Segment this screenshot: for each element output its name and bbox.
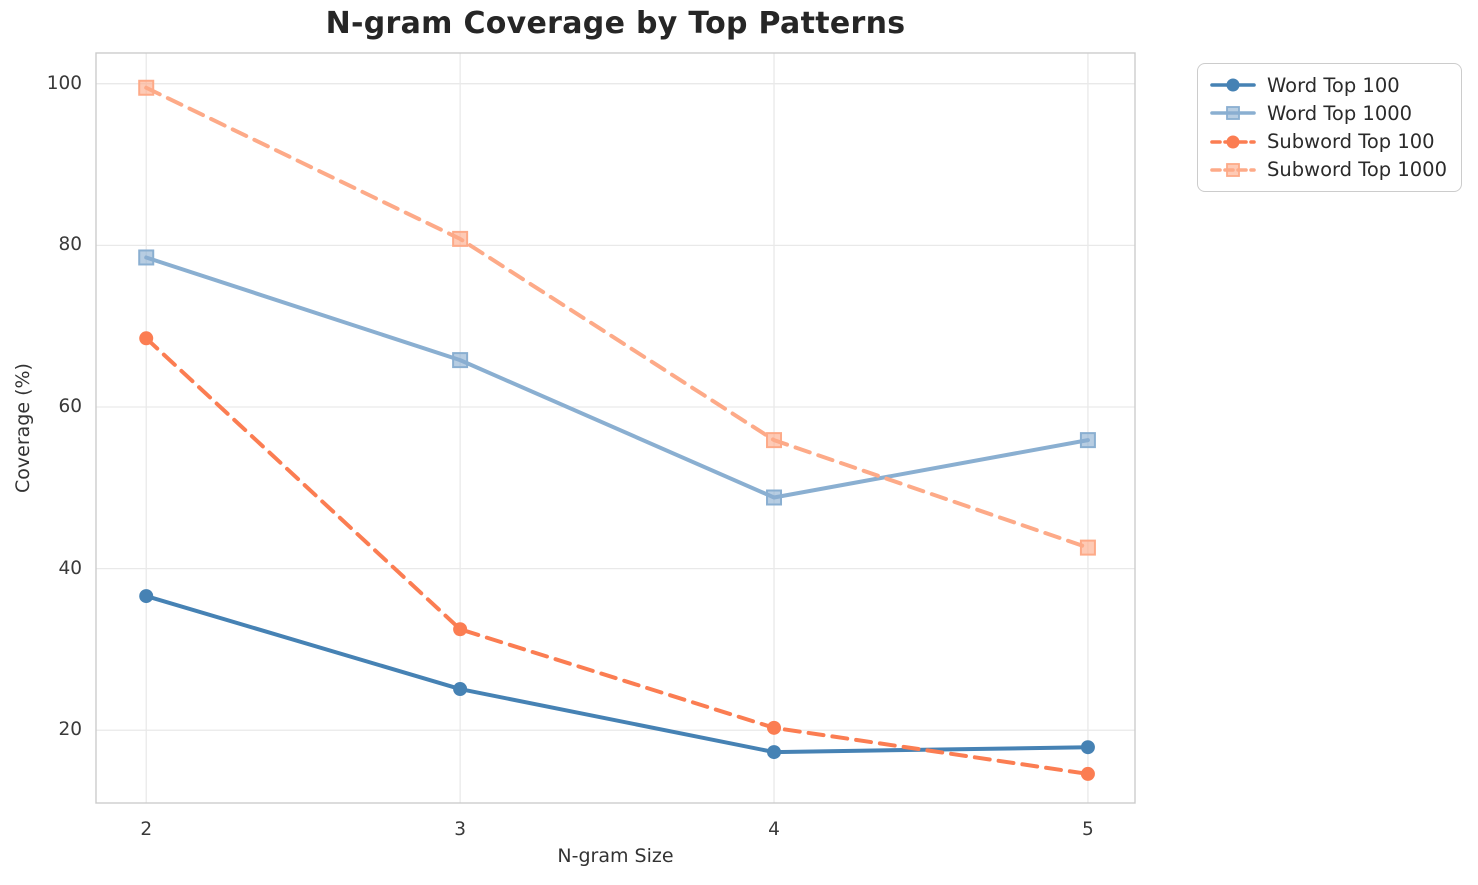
legend-item-subword-top-1000: Subword Top 1000 — [1210, 158, 1449, 181]
legend-item-label: Word Top 100 — [1267, 73, 1400, 97]
series-line-word-top-100 — [144, 594, 1090, 755]
solid-square-legend-swatch-icon — [1210, 106, 1256, 121]
y-tick-label: 60 — [58, 395, 82, 417]
data-point-marker — [767, 745, 782, 760]
chart-title: N-gram Coverage by Top Patterns — [325, 6, 906, 41]
legend-item-word-top-1000: Word Top 1000 — [1210, 102, 1449, 125]
data-point-marker — [452, 352, 469, 369]
legend-item-label: Subword Top 1000 — [1267, 158, 1447, 182]
data-point-marker — [138, 249, 155, 266]
data-point-marker — [139, 589, 154, 604]
legend-item-label: Word Top 1000 — [1267, 101, 1413, 125]
x-tick-label: 5 — [1082, 819, 1094, 840]
data-point-marker — [767, 720, 782, 735]
dashed-circle-legend-swatch-icon — [1210, 135, 1256, 149]
data-point-marker — [138, 79, 155, 96]
legend-item-word-top-100: Word Top 100 — [1210, 74, 1449, 97]
series-line-word-top-1000 — [144, 255, 1090, 500]
data-point-marker — [1079, 432, 1096, 449]
legend: Word Top 100 Word Top 1000 Subword Top 100… — [1197, 63, 1462, 192]
axes-spines — [95, 52, 1136, 804]
y-tick-label: 80 — [58, 234, 82, 256]
legend-item-label: Subword Top 100 — [1267, 130, 1435, 154]
y-tick-label: 100 — [46, 72, 82, 94]
x-axis-label: N-gram Size — [557, 845, 674, 867]
data-point-marker — [766, 489, 783, 506]
series-line-subword-top-100 — [144, 336, 1090, 776]
data-point-marker — [766, 432, 783, 449]
y-tick-label: 40 — [58, 557, 82, 579]
x-tick-label: 4 — [768, 819, 780, 840]
data-point-marker — [453, 682, 468, 697]
data-point-marker — [452, 230, 469, 247]
x-tick-label: 3 — [454, 819, 466, 840]
data-point-marker — [1079, 539, 1096, 556]
solid-circle-legend-swatch-icon — [1210, 78, 1256, 92]
legend-item-subword-top-100: Subword Top 100 — [1210, 130, 1449, 153]
y-tick-label: 20 — [58, 719, 82, 741]
x-tick-label: 2 — [140, 819, 153, 840]
series-line-subword-top-1000 — [144, 85, 1090, 550]
data-point-marker — [453, 622, 468, 637]
data-point-marker — [1080, 766, 1095, 781]
data-point-marker — [1080, 740, 1095, 755]
dashed-square-legend-swatch-icon — [1210, 162, 1256, 177]
data-point-marker — [139, 331, 154, 346]
